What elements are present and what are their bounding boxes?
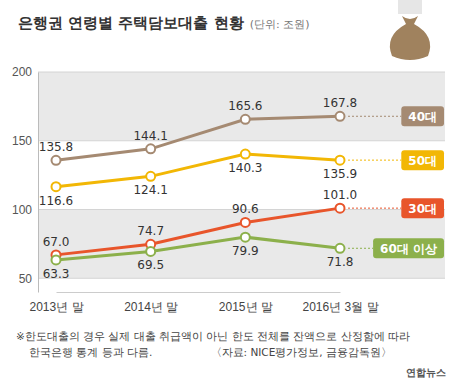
data-label: 116.6 — [39, 194, 73, 208]
data-label: 74.7 — [137, 224, 164, 238]
legend-swatch — [401, 106, 444, 126]
x-tick-label: 2014년 말 — [124, 300, 178, 314]
icon — [390, 0, 430, 60]
line — [56, 237, 340, 260]
legend-swatch — [401, 150, 444, 170]
data-label: 71.8 — [327, 255, 354, 269]
legend-label: 40대 — [408, 110, 437, 124]
data-labels: 135.8 144.1 165.6 167.8 116.6 124.1 140.3 135.9… — [39, 96, 357, 281]
point — [336, 112, 345, 121]
grid-band — [38, 210, 445, 279]
legend: 40대 50대 30대 60대 이상 — [348, 106, 444, 258]
x-axis-line — [57, 292, 341, 293]
x-tick: 2013년 말 — [29, 292, 83, 314]
y-tick-label: 100 — [12, 203, 32, 217]
x-tick-label: 2013년 말 — [29, 300, 83, 314]
source: 〈자료: NICE평가정보, 금융감독원〉 — [211, 346, 392, 358]
note: ※한도대출의 경우 실제 대출 취급액이 아닌 한도 전체를 잔액으로 산정함에… — [16, 330, 410, 342]
point — [52, 182, 61, 191]
chart: 은행권 연령별 주택담보대출 현황 (단위: 조원) 50 100 150 200 2013… — [0, 0, 450, 384]
data-label: 63.3 — [43, 267, 70, 281]
legend-connector — [348, 116, 401, 117]
legend-label: 30대 — [408, 202, 437, 216]
data-label: 69.5 — [137, 258, 164, 272]
point — [146, 144, 155, 153]
line — [56, 154, 340, 187]
x-tick: 2016년 3월 말 — [302, 292, 378, 314]
credit: 연합뉴스 — [406, 367, 446, 378]
y-tick-label: 50 — [19, 272, 33, 286]
line — [56, 208, 340, 255]
y-tick-label: 150 — [12, 134, 32, 148]
icon-hand — [398, 0, 422, 14]
line — [56, 116, 340, 160]
point — [146, 172, 155, 181]
legend-item: 40대 — [348, 106, 444, 126]
y-axis: 50 100 150 200 — [12, 65, 39, 292]
data-label: 79.9 — [232, 244, 259, 258]
legend-swatch — [373, 238, 444, 258]
x-axis: 2013년 말 2014년 말 2015년 말 2016년 3월 말 — [29, 292, 378, 314]
grid-band — [38, 72, 445, 141]
point — [336, 156, 345, 165]
data-label: 165.6 — [228, 99, 262, 113]
grid — [38, 72, 445, 278]
data-label: 167.8 — [323, 96, 357, 110]
grid-line — [38, 72, 445, 73]
x-tick: 2015년 말 — [219, 292, 273, 314]
data-label: 135.9 — [323, 167, 357, 181]
legend-connector — [348, 248, 373, 249]
title: 은행권 연령별 주택담보대출 현황 — [18, 14, 244, 32]
legend-item: 50대 — [348, 150, 444, 170]
legend-connector — [348, 160, 401, 161]
legend-label: 50대 — [408, 154, 437, 168]
legend-item: 30대 — [348, 198, 444, 218]
point — [336, 204, 345, 213]
grid-line — [38, 140, 445, 141]
point — [146, 247, 155, 256]
y-tick-label: 200 — [12, 65, 32, 79]
point — [241, 218, 250, 227]
data-label: 135.8 — [39, 140, 73, 154]
x-tick-label: 2016년 3월 말 — [302, 300, 378, 314]
y-tick: 150 — [12, 134, 38, 148]
data-label: 67.0 — [43, 235, 70, 249]
y-tick: 200 — [12, 65, 38, 79]
legend-label: 60대 이상 — [380, 242, 437, 256]
data-label: 144.1 — [133, 129, 167, 143]
data-label: 101.0 — [323, 188, 357, 202]
point — [241, 150, 250, 159]
data-label: 124.1 — [133, 183, 167, 197]
icon-bag — [390, 16, 430, 60]
point — [241, 233, 250, 242]
y-tick: 100 — [12, 203, 38, 217]
x-tick-label: 2015년 말 — [219, 300, 273, 314]
point — [241, 115, 250, 124]
data-label: 140.3 — [228, 161, 262, 175]
point — [336, 244, 345, 253]
point — [52, 255, 61, 264]
grid-line — [38, 278, 445, 279]
marks — [52, 112, 345, 265]
legend-item: 60대 이상 — [348, 238, 444, 258]
note: 한국은행 통계 등과 다름. — [29, 346, 152, 358]
legend-connector — [348, 208, 401, 209]
x-tick: 2014년 말 — [124, 292, 178, 314]
point — [52, 156, 61, 165]
legend-swatch — [401, 198, 444, 218]
y-axis-line — [38, 73, 39, 293]
subtitle: (단위: 조원) — [250, 18, 310, 31]
y-tick: 50 — [19, 272, 38, 286]
data-label: 90.6 — [232, 202, 259, 216]
